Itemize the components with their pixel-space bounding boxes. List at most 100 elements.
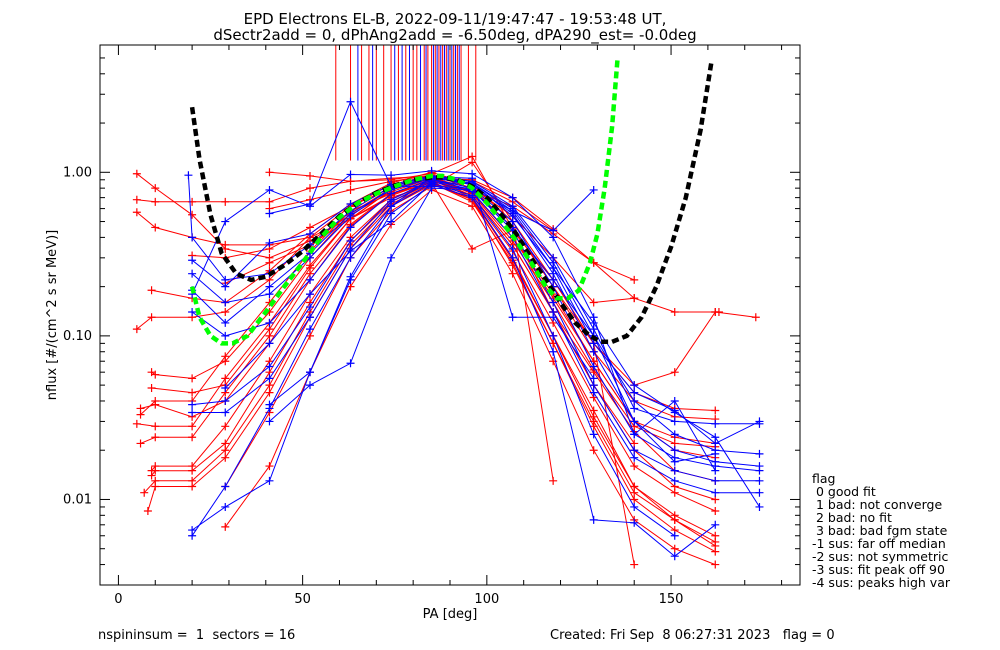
data-point-red (670, 488, 679, 497)
data-point-red (188, 388, 197, 397)
data-point-blue (670, 552, 679, 561)
data-point-red (221, 422, 230, 431)
data-point-blue (711, 433, 720, 442)
data-point-blue (549, 263, 558, 272)
data-point-blue (346, 359, 355, 368)
data-point-blue (306, 313, 314, 322)
data-point-red (549, 476, 558, 485)
data-point-red (265, 168, 274, 177)
data-point-red (630, 495, 639, 504)
data-point-blue (221, 275, 230, 284)
data-point-red (306, 184, 314, 193)
data-point-blue (670, 430, 679, 439)
data-point-red (188, 210, 197, 219)
y-tick-label: 0.01 (63, 492, 92, 507)
series-line-red (140, 175, 716, 459)
data-point-blue (549, 298, 558, 307)
data-point-red (151, 400, 160, 409)
data-point-blue (711, 449, 720, 458)
series-line-blue (224, 182, 760, 508)
data-point-blue (221, 298, 230, 307)
series-line-red (136, 184, 756, 318)
data-series (132, 97, 764, 569)
data-point-blue (306, 368, 314, 377)
data-point-blue (387, 253, 396, 262)
data-point-red (589, 422, 598, 431)
data-point-blue (589, 388, 598, 397)
data-point-blue (670, 408, 679, 417)
data-point-blue (589, 185, 598, 194)
data-point-blue (387, 202, 396, 211)
data-point-red (751, 313, 760, 322)
series-line-red (151, 171, 716, 411)
data-point-blue (670, 457, 679, 466)
data-point-blue (221, 396, 230, 405)
data-point-blue (346, 253, 355, 262)
data-point-red (188, 482, 197, 491)
data-point-blue (306, 303, 314, 312)
data-point-blue (630, 518, 639, 527)
data-point-blue (711, 466, 720, 475)
legend-item: -2 sus: not symmetric (812, 549, 949, 564)
data-point-red (151, 422, 160, 431)
data-point-blue (670, 476, 679, 485)
y-tick-label: 0.10 (63, 329, 92, 344)
data-point-red (265, 197, 274, 206)
data-point-red (143, 507, 152, 516)
data-point-blue (346, 223, 355, 232)
series-line-red (136, 174, 716, 420)
data-point-red (132, 169, 141, 178)
data-point-blue (755, 488, 764, 497)
data-point-red (151, 433, 160, 442)
axes: 0 50 100 150 0.01 0.10 1.00 (63, 44, 800, 607)
data-point-red (188, 374, 197, 383)
data-point-red (221, 439, 230, 448)
data-point-blue (221, 282, 230, 291)
legend-item: 0 good fit (812, 484, 876, 499)
data-point-blue (221, 331, 230, 340)
data-point-red (221, 522, 230, 531)
series-line-red (151, 180, 716, 537)
data-point-blue (755, 476, 764, 485)
data-point-red (630, 439, 639, 448)
data-point-blue (306, 229, 314, 238)
series-line-red (136, 173, 635, 281)
data-point-red (346, 185, 355, 194)
data-point-red (265, 331, 274, 340)
flag-legend: flag 0 good fit 1 bad: not converge 2 ba… (812, 472, 950, 589)
data-point-red (589, 298, 598, 307)
data-point-red (188, 197, 197, 206)
series-line-red (143, 183, 716, 553)
data-point-red (147, 471, 156, 480)
data-point-red (265, 258, 274, 267)
data-point-blue (265, 209, 274, 218)
data-point-red (147, 313, 156, 322)
footer-right: Created: Fri Sep 8 06:27:31 2023 flag = … (550, 628, 835, 643)
data-point-red (468, 244, 477, 253)
data-point-blue (670, 417, 679, 426)
data-point-red (188, 433, 197, 442)
data-point-red (151, 184, 160, 193)
data-point-red (711, 560, 720, 569)
data-point-blue (346, 237, 355, 246)
data-point-blue (306, 381, 314, 390)
data-point-blue (221, 502, 230, 511)
data-point-red (188, 466, 197, 475)
data-point-red (468, 152, 477, 161)
data-point-red (306, 171, 314, 180)
chart-title-line1: EPD Electrons EL-B, 2022-09-11/19:47:47 … (244, 10, 667, 28)
data-point-red (221, 453, 230, 462)
data-point-blue (630, 502, 639, 511)
data-point-red (468, 202, 477, 211)
series-line-red (269, 174, 554, 232)
data-point-red (306, 263, 314, 272)
data-point-blue (265, 339, 274, 348)
data-point-blue (589, 381, 598, 390)
data-point-red (630, 560, 639, 569)
data-point-blue (265, 185, 274, 194)
data-point-red (630, 462, 639, 471)
data-point-blue (188, 400, 197, 409)
data-point-blue (265, 362, 274, 371)
data-point-blue (306, 325, 314, 334)
data-point-red (140, 488, 149, 497)
